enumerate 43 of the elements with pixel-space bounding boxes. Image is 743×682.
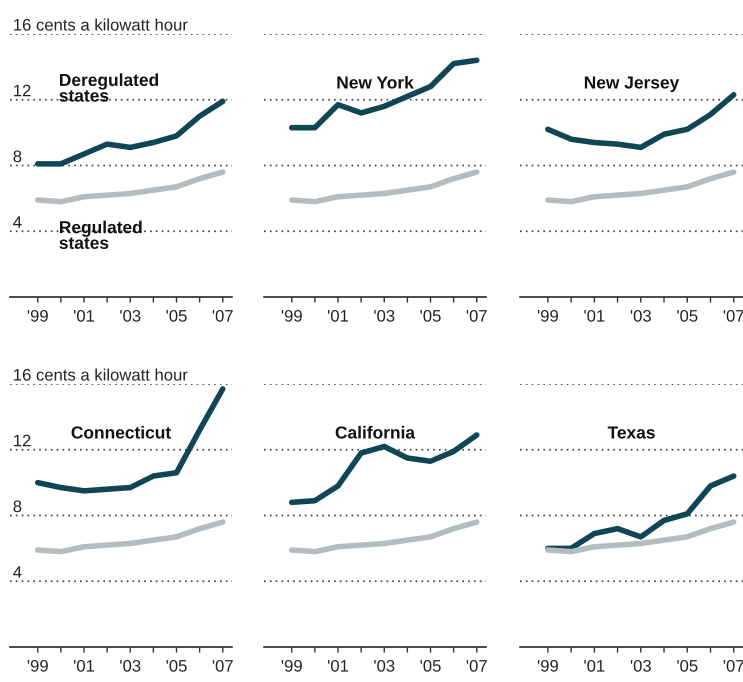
- x-tick-label: '01: [584, 310, 604, 322]
- x-tick-label: '01: [74, 310, 94, 322]
- y-tick-label: 4: [13, 216, 22, 228]
- text: California: [336, 426, 416, 439]
- y-tick-label: 16 cents a kilowatt hour: [14, 18, 188, 31]
- x-tick-label: '99: [282, 660, 302, 672]
- x-tick-label: '03: [374, 310, 394, 322]
- x-tick-label: '01: [328, 660, 348, 672]
- x-tick-label: '99: [282, 310, 302, 322]
- y-tick-label: 4: [13, 566, 22, 578]
- x-tick-label: '99: [538, 310, 558, 322]
- x-tick-label: '01: [584, 660, 604, 672]
- x-tick-label: '99: [28, 310, 48, 322]
- x-tick-label: '03: [120, 310, 140, 322]
- x-tick-label: '03: [630, 310, 651, 322]
- x-tick-label: '01: [74, 660, 94, 672]
- y-tick-label: 12: [14, 84, 30, 96]
- x-tick-label: '07: [466, 660, 487, 672]
- x-tick-label: '07: [212, 310, 233, 322]
- y-tick-label: 8: [14, 150, 22, 162]
- x-tick-label: '99: [538, 660, 558, 672]
- text: Connecticut: [72, 426, 171, 439]
- x-tick-label: '03: [120, 660, 140, 672]
- text: New Jersey: [584, 76, 680, 92]
- x-tick-label: '05: [166, 310, 187, 322]
- text: Texas: [608, 426, 655, 439]
- y-tick-label: 8: [14, 500, 22, 512]
- x-tick-label: '05: [677, 660, 698, 672]
- y-tick-label: 12: [14, 434, 30, 446]
- x-tick-label: '03: [630, 660, 651, 672]
- y-tick-label: 16 cents a kilowatt hour: [14, 368, 188, 381]
- x-tick-label: '07: [466, 310, 487, 322]
- x-tick-label: '05: [166, 660, 187, 672]
- x-tick-label: '03: [374, 660, 394, 672]
- series-label: Regulated states: [59, 220, 142, 249]
- x-tick-label: '99: [28, 660, 48, 672]
- x-tick-label: '01: [328, 310, 348, 322]
- text: Deregulated states: [59, 73, 158, 102]
- x-tick-label: '07: [212, 660, 233, 672]
- x-tick-label: '05: [420, 660, 441, 672]
- text: New York: [337, 76, 414, 89]
- x-tick-label: '05: [677, 310, 698, 322]
- x-tick-label: '05: [420, 310, 441, 322]
